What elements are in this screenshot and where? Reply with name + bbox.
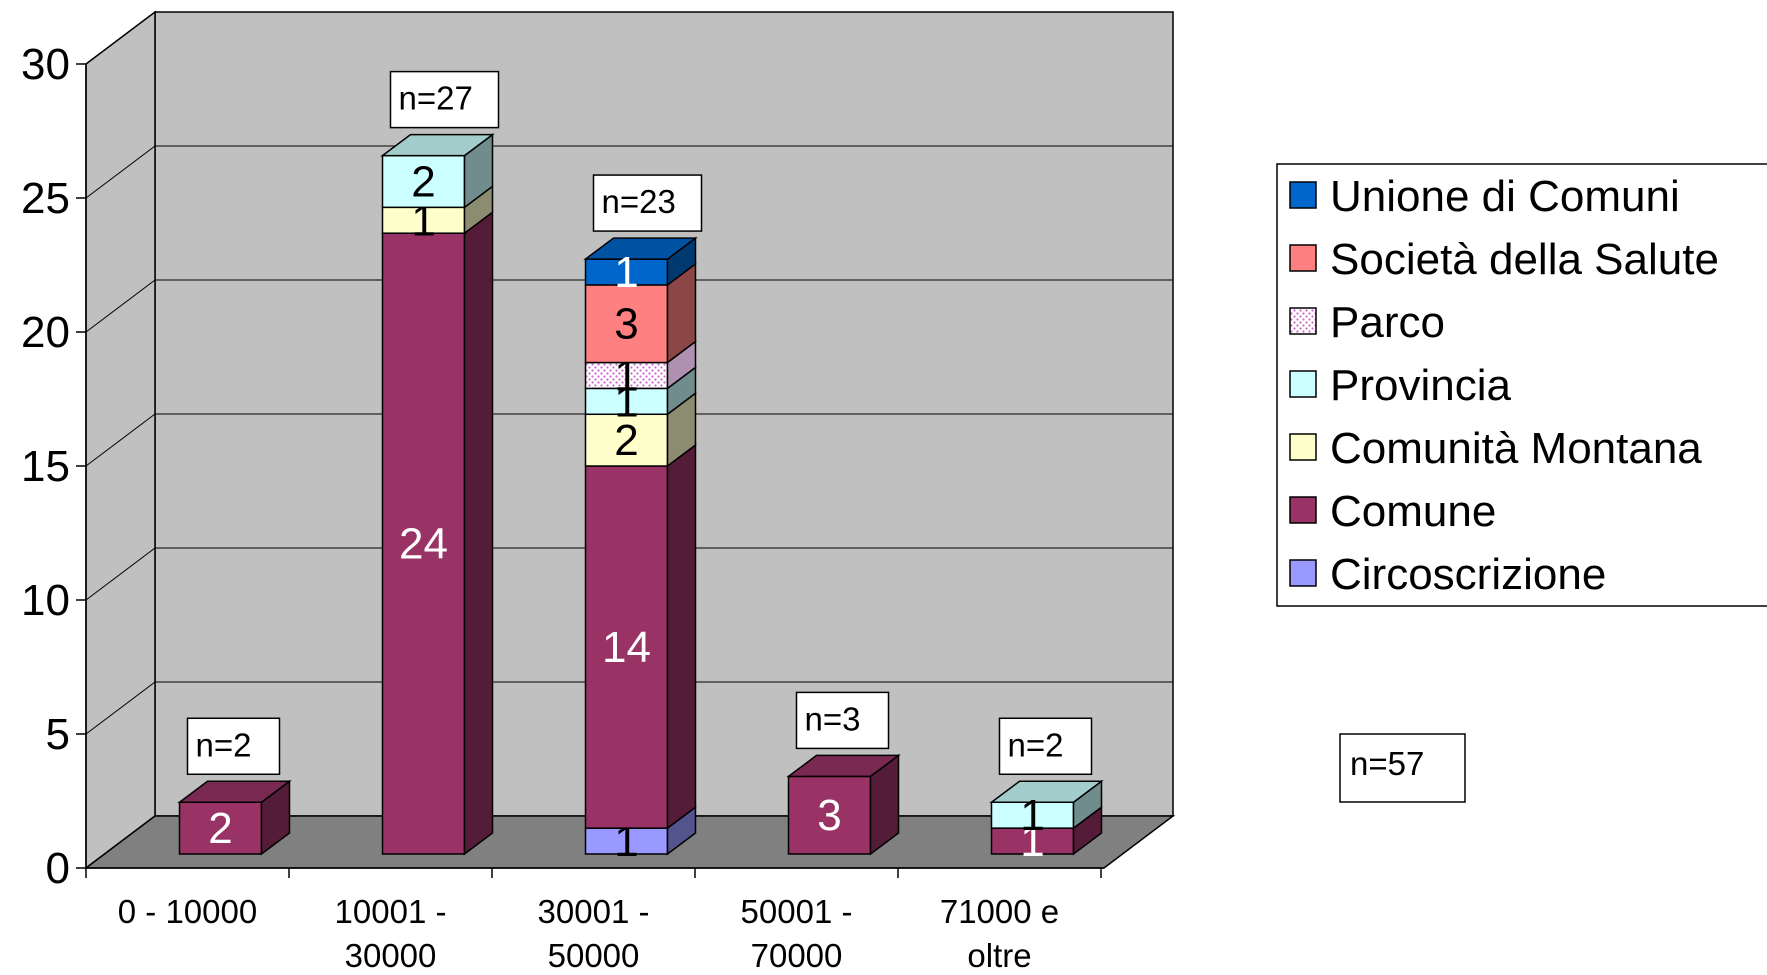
total-label: n=23 xyxy=(602,183,676,220)
legend-swatch xyxy=(1289,307,1317,335)
overall-n-box: n=57 xyxy=(1339,733,1466,803)
data-label: 2 xyxy=(411,157,435,206)
gridline xyxy=(85,547,156,601)
y-tick-label: 20 xyxy=(21,308,70,357)
total-label-box: n=2 xyxy=(186,717,281,776)
legend-label: Società della Salute xyxy=(1330,235,1719,284)
y-tick-label: 30 xyxy=(21,40,70,89)
gridline xyxy=(85,681,156,735)
y-tick-label: 10 xyxy=(21,576,70,625)
x-tick-label: 70000 xyxy=(751,937,843,974)
legend-label: Comunità Montana xyxy=(1330,424,1702,473)
bar-top xyxy=(989,780,1104,804)
total-label: n=2 xyxy=(1008,726,1064,763)
legend-label: Comune xyxy=(1330,487,1496,536)
bar-side xyxy=(463,210,494,856)
bar-segment xyxy=(381,154,466,209)
total-label: n=2 xyxy=(196,726,252,763)
legend-swatch xyxy=(1289,181,1317,209)
gridline xyxy=(85,11,156,65)
legend-swatch xyxy=(1289,559,1317,587)
legend-swatch xyxy=(1289,433,1317,461)
y-tick-label: 25 xyxy=(21,174,70,223)
bar-segment xyxy=(990,827,1075,855)
legend-swatch xyxy=(1289,370,1317,398)
x-tick-label: 10001 - xyxy=(335,893,447,930)
bar-segment xyxy=(584,361,669,390)
y-tick-label: 5 xyxy=(46,710,70,759)
y-axis: 0 5 10 15 20 25 30 xyxy=(21,40,87,893)
legend-label: Provincia xyxy=(1330,361,1511,410)
data-label: 14 xyxy=(602,623,651,672)
bar-side xyxy=(666,443,697,830)
data-label: 2 xyxy=(208,804,232,853)
legend-label: Parco xyxy=(1330,298,1445,347)
bar-segment xyxy=(584,258,669,286)
data-label: 1 xyxy=(614,248,638,297)
data-label: 24 xyxy=(399,520,448,569)
total-labels: n=2 n=27 n=23 n=3 n=2 xyxy=(186,70,1093,776)
y-tick-label: 0 xyxy=(46,844,70,893)
data-label: 3 xyxy=(614,300,638,349)
data-label: 1 xyxy=(1020,791,1044,840)
legend-frame xyxy=(1276,163,1767,607)
total-label: n=3 xyxy=(805,700,861,737)
x-tick-label: 0 - 10000 xyxy=(118,893,257,930)
total-label-box: n=27 xyxy=(389,70,500,129)
bar-segment xyxy=(584,465,669,829)
data-label: 3 xyxy=(817,791,841,840)
legend-swatch xyxy=(1289,496,1317,524)
x-tick-label: 50001 - xyxy=(741,893,853,930)
bar-segment xyxy=(381,232,466,855)
gridline xyxy=(85,279,156,333)
data-label: 2 xyxy=(614,416,638,465)
y-tick-label: 15 xyxy=(21,442,70,491)
x-tick-label: 50000 xyxy=(548,937,640,974)
x-axis: 0 - 10000 10001 - 30000 30001 - 50000 50001 -… xyxy=(85,867,1104,974)
x-tick-label: 71000 e xyxy=(940,893,1059,930)
bar-segment xyxy=(787,775,872,855)
total-label-box: n=2 xyxy=(998,717,1093,776)
bar-top xyxy=(177,780,292,804)
gridline xyxy=(85,413,156,467)
x-tick-label: oltre xyxy=(967,937,1031,974)
bar-top xyxy=(380,133,495,157)
total-label: n=27 xyxy=(399,80,473,117)
total-label-box: n=23 xyxy=(592,174,703,232)
bar-top xyxy=(786,754,901,778)
legend: Unione di Comuni Società della Salute Parc… xyxy=(1276,163,1767,607)
legend-label: Unione di Comuni xyxy=(1330,172,1680,221)
legend-label: Circoscrizione xyxy=(1330,550,1606,599)
x-tick-label: 30000 xyxy=(345,937,437,974)
legend-swatch xyxy=(1289,244,1317,272)
bar-top xyxy=(583,237,698,260)
overall-n-label: n=57 xyxy=(1350,745,1424,782)
x-tick-label: 30001 - xyxy=(538,893,650,930)
gridline xyxy=(85,145,156,199)
total-label-box: n=3 xyxy=(795,691,890,750)
